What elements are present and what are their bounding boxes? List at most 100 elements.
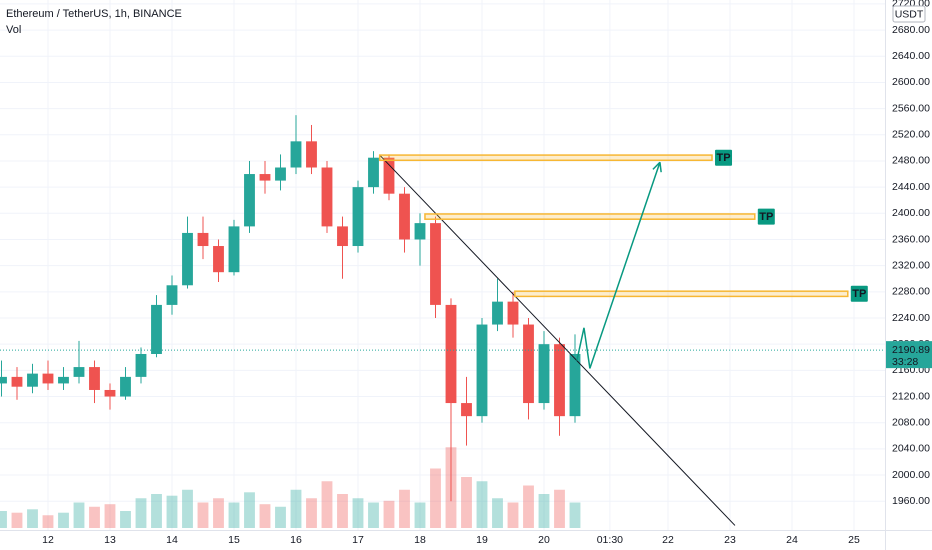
volume-bar — [244, 492, 255, 528]
volume-bar — [104, 504, 116, 528]
candle-body — [135, 353, 147, 377]
volume-bar — [414, 502, 426, 528]
y-tick-label: 2520.00 — [892, 129, 930, 141]
candle-body — [538, 344, 550, 404]
x-tick-label: 13 — [104, 534, 116, 546]
y-tick-label: 2240.00 — [892, 312, 930, 324]
candle-body — [290, 141, 302, 168]
candle-body — [73, 367, 85, 377]
volume-bar — [228, 502, 240, 528]
candle-body — [228, 226, 240, 273]
volume-bar — [42, 515, 54, 528]
tp-badge — [757, 208, 775, 225]
candle-body — [445, 304, 457, 404]
tp-zone — [514, 290, 849, 298]
candle-body — [58, 376, 69, 384]
candle-body — [554, 344, 565, 417]
volume-bar — [11, 512, 23, 528]
candle-body — [461, 403, 472, 417]
y-tick-label: 2000.00 — [892, 469, 930, 481]
volume-bar — [337, 494, 348, 528]
trendline — [379, 154, 736, 526]
x-tick-label: 23 — [724, 534, 736, 546]
candle-body — [244, 174, 255, 227]
candle-body — [120, 376, 131, 397]
y-tick-label: 2680.00 — [892, 24, 930, 36]
last-price-badge — [886, 341, 932, 369]
candle-body — [492, 301, 503, 325]
tp-label: TP — [716, 152, 730, 164]
candle-body — [569, 353, 581, 417]
tp-badge — [715, 149, 733, 166]
candle-body — [27, 373, 38, 387]
x-tick-label: 20 — [538, 534, 550, 546]
y-tick-label: 2080.00 — [892, 416, 930, 428]
y-tick-label: 2600.00 — [892, 76, 930, 88]
x-tick-label: 12 — [42, 534, 54, 546]
volume-bar — [569, 502, 581, 528]
y-tick-label: 2360.00 — [892, 233, 930, 245]
x-tick-label: 19 — [476, 534, 488, 546]
candle-body — [197, 232, 209, 247]
y-tick-label: 2640.00 — [892, 50, 930, 62]
tp-label: TP — [759, 211, 773, 223]
y-tick-label: 2040.00 — [892, 443, 930, 455]
x-tick-label: 16 — [290, 534, 302, 546]
y-tick-label: 2720.00 — [892, 0, 930, 10]
candle-body — [182, 232, 193, 286]
candle-body — [368, 157, 379, 188]
candle-body — [414, 223, 426, 240]
y-tick-label: 2120.00 — [892, 390, 930, 402]
candle-body — [321, 167, 333, 227]
candle-body — [337, 226, 348, 247]
candle-body — [275, 167, 286, 181]
x-tick-label: 15 — [228, 534, 240, 546]
volume-bar — [461, 477, 472, 528]
volume-bar — [383, 500, 395, 528]
arrow-head — [652, 161, 661, 170]
candle-body — [476, 324, 488, 417]
candle-body — [383, 157, 395, 194]
volume-bar — [290, 489, 302, 528]
candle-body — [104, 389, 116, 397]
candle-body — [306, 141, 317, 168]
volume-bar — [352, 498, 364, 528]
forecast-arrow — [576, 162, 661, 369]
countdown: 33:28 — [892, 356, 918, 368]
volume-bar — [306, 498, 317, 528]
candle-body — [166, 285, 178, 305]
axis-unit-box — [892, 5, 926, 23]
volume-bar — [399, 489, 410, 528]
candle-body — [0, 376, 7, 384]
x-tick-label: 14 — [166, 534, 178, 546]
volume-bar — [120, 511, 131, 528]
tp-zone — [424, 213, 756, 220]
volume-bar — [507, 502, 519, 528]
y-tick-label: 2560.00 — [892, 102, 930, 114]
volume-bar — [0, 511, 7, 528]
volume-bar — [523, 485, 534, 528]
candle-body — [42, 373, 54, 384]
volume-bar — [151, 494, 162, 528]
arrow-head — [659, 162, 662, 173]
candle-body — [430, 223, 441, 305]
candle-body — [151, 304, 162, 354]
volume-bar — [213, 498, 224, 528]
volume-bar — [27, 509, 38, 528]
candle-body — [399, 193, 410, 240]
volume-bar — [135, 498, 147, 528]
candle-body — [89, 367, 100, 390]
candle-body — [523, 324, 534, 404]
volume-bar — [538, 494, 550, 528]
candle-body — [507, 301, 519, 325]
tp-label: TP — [852, 288, 866, 300]
candle-body — [11, 376, 23, 387]
volume-bar — [554, 489, 565, 528]
volume-bar — [430, 468, 441, 528]
volume-bar — [166, 495, 178, 528]
x-tick-label: 18 — [414, 534, 426, 546]
x-tick-label: 24 — [786, 534, 798, 546]
candle-body — [352, 187, 364, 247]
volume-title: Vol — [6, 24, 21, 36]
